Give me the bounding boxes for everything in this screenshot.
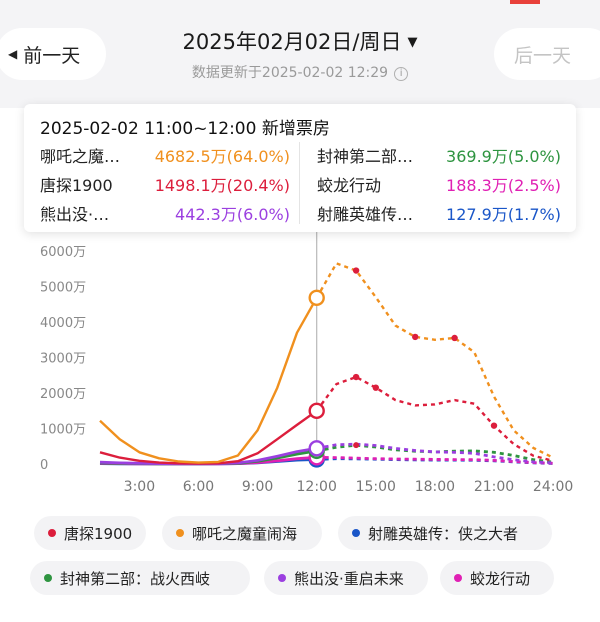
legend-dot [352,529,360,537]
y-tick-label: 6000万 [40,245,86,260]
legend-dot [48,529,56,537]
y-tick-label: 5000万 [40,281,86,296]
brand-accent-bar [510,0,540,4]
forecast-point-marker [412,333,419,341]
legend-item-eagle-shooting[interactable]: 射雕英雄传：侠之大者 [338,516,552,550]
date-label: 2025年02月02日/周日 [182,30,402,54]
legend-label: 熊出没·重启未来 [294,569,404,588]
next-day-button[interactable]: 后一天 [494,28,600,80]
tooltip-value: 442.3万(6.0%) [175,205,290,224]
series-line-actual [99,297,318,464]
legend-dot [278,574,286,582]
tooltip-name: 蛟龙行动 [317,176,382,195]
legend-dot [176,529,184,537]
update-time: 数据更新于2025-02-02 12:29 i [0,62,600,82]
tooltip-value: 127.9万(1.7%) [446,205,561,224]
date-selector[interactable]: 2025年02月02日/周日 ▼ [0,26,600,56]
tooltip-name: 唐探1900 [40,176,113,195]
tooltip-value: 1498.1万(20.4%) [154,176,290,195]
cursor-point-marker [308,440,325,457]
legend-label: 封神第二部：战火西岐 [60,569,211,588]
tooltip-title: 2025-02-02 11:00~12:00 新增票房 [40,119,330,139]
tooltip-name: 封神第二部… [317,147,414,166]
tooltip-name: 熊出没·… [40,205,110,224]
tooltip-value: 4682.5万(64.0%) [154,147,290,166]
legend-label: 射雕英雄传：侠之大者 [368,524,519,543]
x-tick-label: 6:00 [183,479,214,495]
cursor-point-marker [308,402,325,420]
forecast-point-marker [451,334,458,342]
x-tick-label: 9:00 [242,479,273,495]
prev-day-label: 前一天 [23,44,81,67]
legend-item-nezha[interactable]: 哪吒之魔童闹海 [162,516,322,550]
y-tick-label: 2000万 [40,387,86,402]
series-line-forecast [315,261,554,459]
x-tick-label: 12:00 [297,479,337,495]
tooltip-value: 369.9万(5.0%) [446,147,561,166]
tooltip-divider [299,142,300,224]
info-icon[interactable]: i [394,67,409,81]
x-tick-label: 3:00 [124,479,155,495]
chart-area[interactable]: 0 1000万 2000万 3000万 4000万 5000万 6000万 3:00 6:00 9… [0,232,600,502]
y-tick-label: 3000万 [40,352,86,367]
prev-day-button[interactable]: ◀ 前一天 [0,28,106,80]
x-tick-label: 24:00 [533,479,573,495]
forecast-point-marker [352,373,360,381]
x-tick-label: 21:00 [474,479,514,495]
x-tick-label: 15:00 [356,479,396,495]
legend-dot [44,574,52,582]
legend-item-creation-gods[interactable]: 封神第二部：战火西岐 [30,561,250,595]
tooltip-name: 哪吒之魔… [40,147,121,166]
legend-item-operation-leviathan[interactable]: 蛟龙行动 [440,561,554,595]
tooltip-value: 188.3万(2.5%) [446,176,561,195]
series-line-forecast [315,375,554,462]
y-tick-label: 4000万 [40,316,86,331]
caret-down-icon: ▼ [407,35,418,50]
y-tick-label: 1000万 [40,423,86,438]
y-tick-label: 0 [40,458,48,473]
forecast-point-marker [490,422,498,429]
chart-tooltip: 2025-02-02 11:00~12:00 新增票房 哪吒之魔… 4682.5… [24,104,576,232]
legend-item-tang-detective[interactable]: 唐探1900 [34,516,146,550]
legend-label: 蛟龙行动 [470,569,531,588]
legend-dot [454,574,462,582]
chevron-left-icon: ◀ [8,47,18,61]
next-day-label: 后一天 [514,44,572,67]
update-label: 数据更新于2025-02-02 12:29 [191,65,389,81]
forecast-point-marker [372,384,379,391]
forecast-point-marker [352,267,360,274]
x-tick-label: 18:00 [415,479,455,495]
legend-item-boonie-bears[interactable]: 熊出没·重启未来 [264,561,428,595]
legend-label: 哪吒之魔童闹海 [192,524,298,543]
forecast-point-marker [353,442,360,449]
cursor-point-marker [308,289,325,306]
legend-label: 唐探1900 [64,524,133,543]
tooltip-name: 射雕英雄传… [317,205,414,224]
